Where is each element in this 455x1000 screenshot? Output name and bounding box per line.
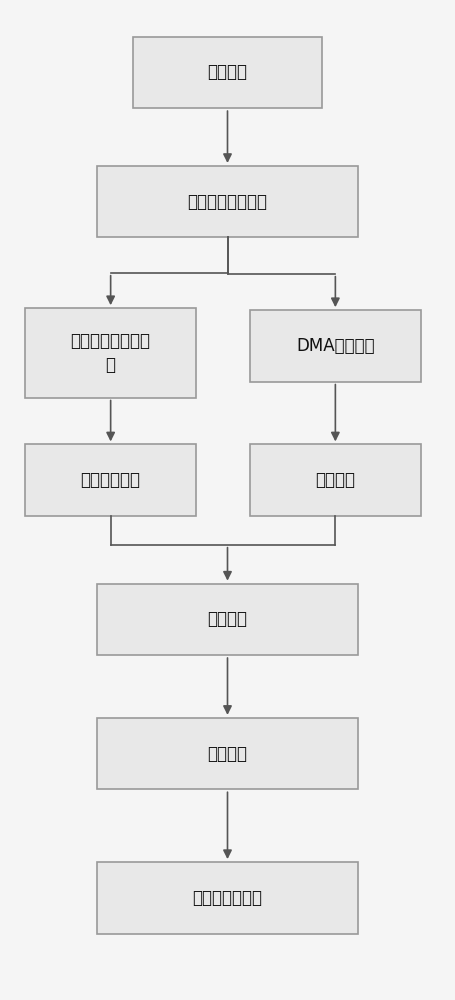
Text: DMA接收命令: DMA接收命令 [296,337,374,355]
Text: 重构控制器接收命
令: 重构控制器接收命 令 [71,332,151,374]
Text: 运算阵列重构: 运算阵列重构 [81,471,141,489]
FancyBboxPatch shape [133,37,322,108]
Text: 接收下一次配置: 接收下一次配置 [192,889,263,907]
FancyBboxPatch shape [97,584,358,655]
FancyBboxPatch shape [25,444,196,516]
FancyBboxPatch shape [250,444,421,516]
FancyBboxPatch shape [97,862,358,934]
FancyBboxPatch shape [97,718,358,789]
FancyBboxPatch shape [250,310,421,382]
FancyBboxPatch shape [25,308,196,398]
FancyBboxPatch shape [97,166,358,237]
Text: 运算完成: 运算完成 [207,745,248,763]
Text: 指令配置: 指令配置 [207,63,248,81]
Text: 开始运算: 开始运算 [207,610,248,628]
Text: 主控制器指令解析: 主控制器指令解析 [187,193,268,211]
Text: 搬运数据: 搬运数据 [315,471,355,489]
